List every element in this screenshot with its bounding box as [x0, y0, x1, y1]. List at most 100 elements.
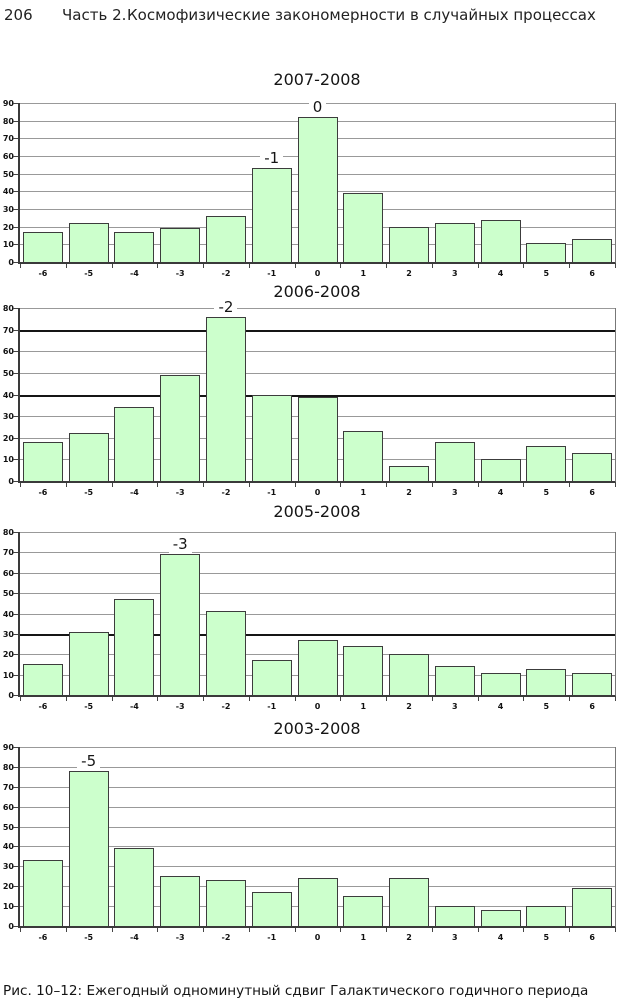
- x-tick: [157, 264, 159, 268]
- x-tick: [431, 928, 433, 932]
- x-tick: [569, 697, 571, 701]
- bar: [114, 848, 155, 926]
- x-tick: [431, 483, 433, 487]
- y-tick: [13, 866, 18, 867]
- x-axis-label: 5: [543, 488, 550, 497]
- x-tick: [157, 483, 159, 487]
- y-axis-label: 60: [2, 347, 14, 357]
- y-tick: [13, 675, 18, 676]
- x-axis-label: 4: [497, 269, 504, 278]
- y-axis-label: 80: [2, 116, 14, 126]
- y-axis-label: 30: [2, 205, 14, 214]
- gridline: [20, 330, 615, 332]
- bar: [22, 231, 63, 262]
- x-axis-label: -1: [267, 269, 277, 278]
- x-tick: [248, 264, 250, 268]
- y-tick: [13, 695, 18, 696]
- y-tick: [13, 244, 18, 245]
- y-tick: [13, 351, 18, 352]
- y-axis-label: 60: [2, 568, 14, 578]
- x-axis-label: -1: [267, 702, 277, 711]
- gridline: [20, 373, 615, 374]
- y-tick: [13, 459, 18, 460]
- x-tick: [65, 928, 67, 932]
- x-tick: [294, 928, 296, 932]
- x-axis-label: -1: [267, 933, 277, 942]
- y-axis-label: 40: [2, 609, 14, 619]
- x-tick: [523, 697, 525, 701]
- x-tick: [20, 483, 21, 487]
- bar: [160, 876, 201, 926]
- x-tick: [386, 697, 388, 701]
- y-axis-label: 0: [8, 258, 14, 267]
- x-tick: [523, 264, 525, 268]
- y-tick: [13, 174, 18, 175]
- x-axis-label: -2: [221, 488, 231, 497]
- x-tick: [20, 928, 21, 932]
- bar: [68, 631, 109, 695]
- x-tick: [615, 483, 616, 487]
- x-axis-label: -2: [221, 933, 231, 942]
- x-tick: [569, 928, 571, 932]
- x-axis-label: 1: [360, 269, 367, 278]
- x-tick: [615, 928, 616, 932]
- gridline: [20, 532, 615, 533]
- x-axis-label: -5: [84, 488, 94, 497]
- y-axis-label: 70: [2, 134, 14, 144]
- bar: [68, 433, 109, 481]
- x-axis-label: 2: [406, 933, 412, 942]
- y-tick: [13, 747, 18, 748]
- y-tick: [13, 886, 18, 887]
- bar: [480, 910, 521, 926]
- x-axis-label: 6: [589, 933, 595, 942]
- y-tick: [13, 926, 18, 927]
- y-tick: [13, 634, 18, 635]
- bar: [160, 375, 201, 481]
- bar-annotation-label: -2: [214, 297, 238, 316]
- chart-title: 2005-2008: [273, 502, 361, 521]
- gridline: [20, 767, 615, 768]
- bar: [572, 452, 613, 481]
- y-axis-label: 50: [2, 169, 14, 179]
- chart-title: 2007-2008: [273, 70, 361, 89]
- bar: [297, 396, 338, 481]
- bar: [22, 664, 63, 695]
- y-tick: [13, 227, 18, 228]
- bar: [251, 892, 292, 926]
- y-tick: [13, 373, 18, 374]
- x-tick: [111, 264, 113, 268]
- x-axis-label: 2: [406, 702, 412, 711]
- bar: [572, 672, 613, 695]
- y-axis-label: 90: [2, 99, 14, 108]
- x-tick: [203, 697, 205, 701]
- x-tick: [157, 928, 159, 932]
- x-tick: [477, 928, 479, 932]
- x-tick: [203, 264, 205, 268]
- x-tick: [477, 483, 479, 487]
- x-tick: [294, 264, 296, 268]
- bar: [572, 239, 613, 262]
- y-axis-label: 50: [2, 822, 14, 832]
- x-axis-label: -5: [84, 933, 94, 942]
- plot-area-2005-2008: [18, 532, 616, 697]
- y-tick: [13, 593, 18, 594]
- bar-annotation-label: -3: [168, 535, 192, 554]
- bar: [343, 193, 384, 262]
- bar: [297, 117, 338, 262]
- bar: [572, 888, 613, 926]
- y-axis-label: 90: [2, 743, 14, 752]
- x-tick: [65, 697, 67, 701]
- x-axis-label: 2: [406, 488, 412, 497]
- y-tick: [13, 614, 18, 615]
- bar: [389, 226, 430, 262]
- bar: [114, 599, 155, 695]
- plot-area-2006-2008: [18, 308, 616, 483]
- x-tick: [111, 928, 113, 932]
- bar: [251, 168, 292, 262]
- y-axis-label: 40: [2, 187, 14, 197]
- plot-area-2003-2008: [18, 747, 616, 928]
- x-axis-label: -3: [175, 933, 185, 942]
- bar: [434, 666, 475, 695]
- y-axis-label: 40: [2, 842, 14, 852]
- y-axis-label: 10: [2, 240, 14, 250]
